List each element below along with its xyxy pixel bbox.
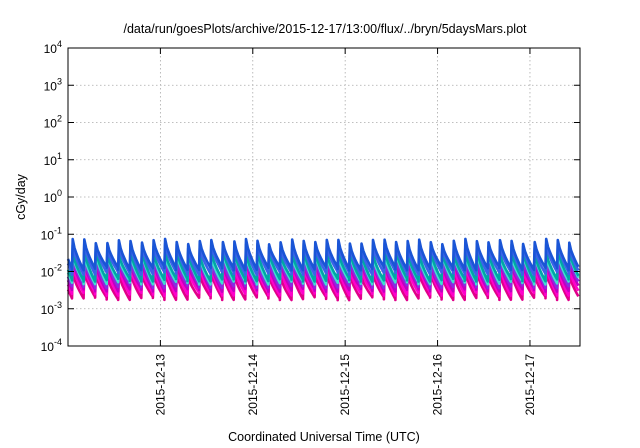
- series-layer: [66, 237, 580, 302]
- x-axis-label: Coordinated Universal Time (UTC): [228, 430, 420, 444]
- x-tick-label: 2015-12-16: [431, 354, 445, 416]
- y-axis-label: cGy/day: [14, 173, 28, 220]
- x-tick-label: 2015-12-14: [246, 354, 260, 416]
- x-tick-label: 2015-12-17: [523, 354, 537, 416]
- ticks: [68, 47, 580, 347]
- x-tick-label: 2015-12-15: [338, 354, 352, 416]
- series-line: [66, 269, 580, 302]
- series-line: [66, 241, 580, 277]
- y-tick-label: 101: [44, 151, 62, 168]
- series-line: [66, 237, 580, 272]
- grid: [68, 48, 580, 346]
- series-line: [66, 263, 580, 297]
- series-line: [66, 247, 580, 283]
- x-tick-labels: 2015-12-13 2015-12-14 2015-12-15 2015-12-16…: [153, 354, 537, 416]
- y-tick-label: 10-4: [41, 337, 62, 354]
- chart-title: /data/run/goesPlots/archive/2015-12-17/1…: [123, 22, 527, 36]
- y-tick-label: 100: [44, 188, 62, 205]
- x-tick-label: 2015-12-13: [153, 354, 167, 416]
- y-tick-label: 10-2: [41, 263, 62, 280]
- y-tick-label: 10-1: [41, 225, 62, 242]
- y-tick-label: 102: [44, 114, 62, 131]
- y-tick-label: 103: [44, 76, 62, 93]
- series-line: [66, 254, 580, 290]
- y-tick-label: 104: [44, 39, 62, 56]
- y-tick-label: 10-3: [41, 300, 62, 317]
- y-tick-labels: 104 103 102 101 100 10-1 10-2 10-3 10-4: [41, 39, 62, 354]
